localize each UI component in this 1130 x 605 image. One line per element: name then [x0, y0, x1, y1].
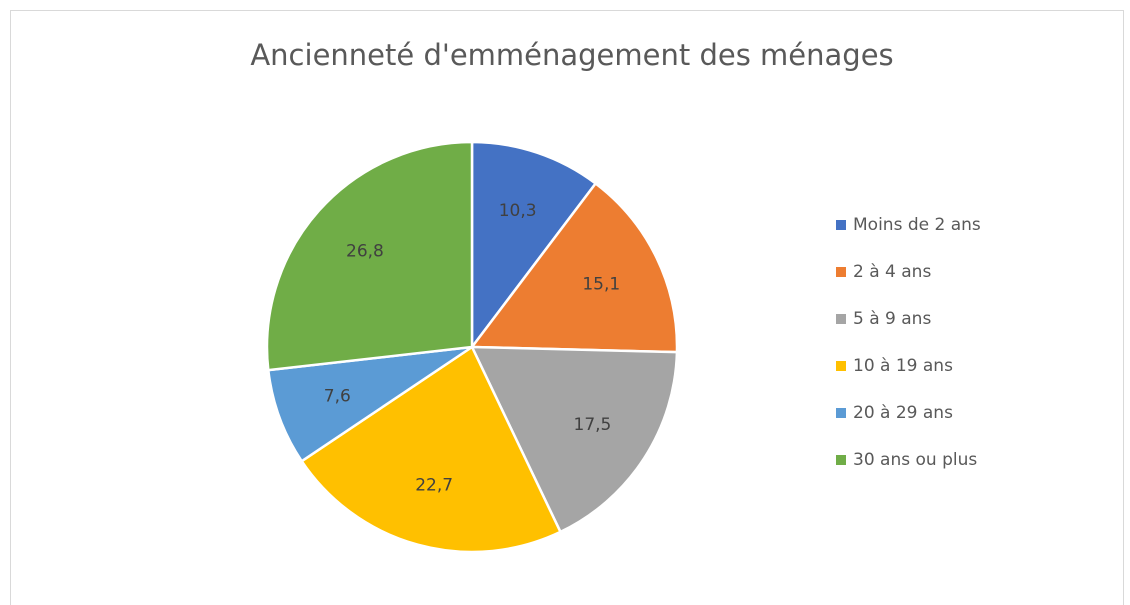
legend-swatch: [836, 314, 846, 324]
legend-swatch: [836, 220, 846, 230]
pie-slice: [266, 345, 473, 463]
legend-swatch: [836, 361, 846, 371]
pie-slice: [469, 181, 679, 354]
legend-label: 2 à 4 ans: [853, 262, 931, 282]
legend-label: Moins de 2 ans: [853, 215, 981, 235]
data-label: 7,6: [324, 386, 351, 406]
data-label: 15,1: [582, 275, 620, 295]
legend-label: 10 à 19 ans: [853, 356, 953, 376]
pie-slice: [265, 140, 474, 372]
pie-slice: [299, 345, 563, 554]
data-label: 10,3: [499, 201, 537, 221]
chart-title: Ancienneté d'emménagement des ménages: [250, 38, 893, 72]
data-label: 22,7: [415, 475, 453, 495]
pie-slice: [469, 345, 679, 534]
legend-swatch: [836, 408, 846, 418]
legend-label: 20 à 29 ans: [853, 403, 953, 423]
pie-slice: [470, 140, 598, 351]
legend-swatch: [836, 267, 846, 277]
data-label: 17,5: [574, 415, 612, 435]
legend-label: 30 ans ou plus: [853, 450, 977, 470]
legend-label: 5 à 9 ans: [853, 309, 931, 329]
data-label: 26,8: [346, 241, 384, 261]
legend-swatch: [836, 455, 846, 465]
